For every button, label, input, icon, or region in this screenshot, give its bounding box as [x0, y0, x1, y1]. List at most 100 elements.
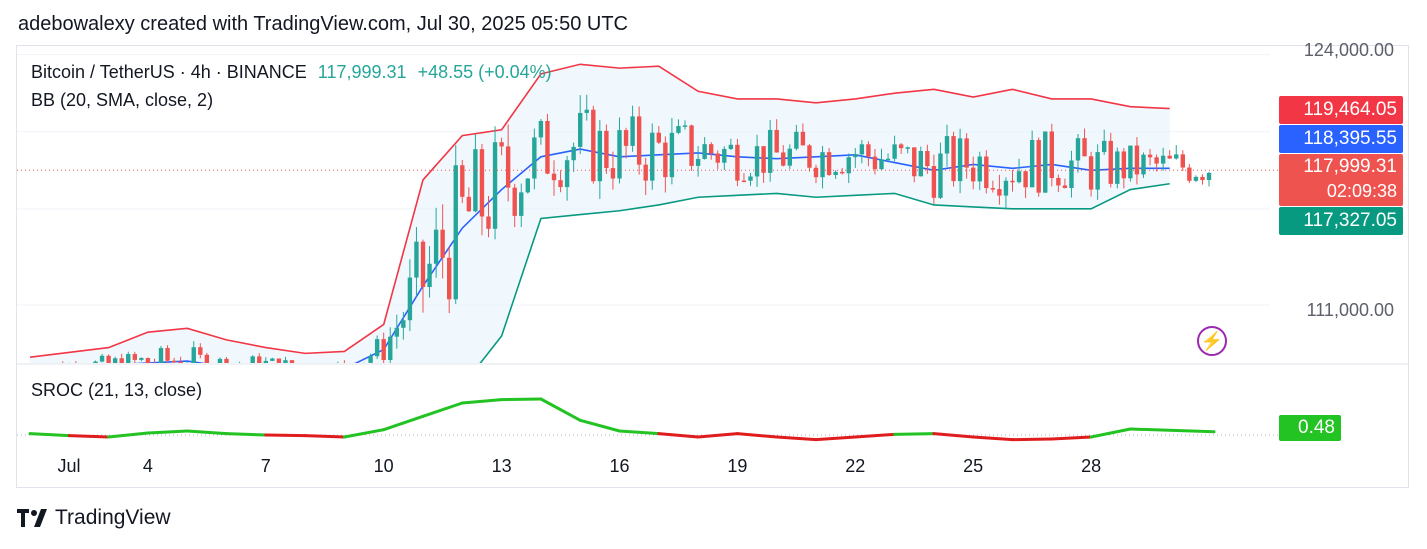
candle-body — [748, 176, 753, 181]
candle-body — [964, 138, 969, 168]
candle-body — [650, 132, 655, 181]
x-tick-label: 13 — [491, 456, 512, 476]
candle-body — [106, 355, 111, 363]
candle-body — [132, 354, 137, 360]
sroc-segment — [971, 435, 1014, 442]
price-badge-value: 117,999.31 — [1303, 156, 1397, 177]
sroc-segment — [382, 414, 425, 432]
symbol-legend[interactable]: Bitcoin / TetherUS · 4h · BINANCE 117,99… — [31, 62, 552, 83]
candle-body — [368, 356, 373, 363]
candle-body — [545, 120, 550, 174]
candle-body — [663, 142, 668, 178]
candle-body — [833, 171, 838, 175]
sroc-segment — [28, 432, 71, 438]
candle-body — [794, 131, 799, 149]
price-axis-top-label: 124,000.00 — [1303, 40, 1394, 60]
candle-body — [185, 366, 189, 368]
candle-body — [198, 347, 203, 355]
candle-body — [47, 367, 51, 371]
candle-body — [1180, 154, 1185, 168]
sroc-segment — [421, 401, 464, 418]
candle-body — [1128, 145, 1133, 179]
candle-body — [401, 320, 406, 328]
candle-body — [519, 192, 524, 216]
x-tick-label: 16 — [609, 456, 630, 476]
candle-body — [813, 167, 819, 178]
candle-body — [460, 165, 465, 197]
candle-body — [610, 168, 616, 179]
sroc-segment — [500, 397, 543, 402]
candle-body — [643, 164, 648, 181]
tradingview-brand[interactable]: TradingView — [17, 506, 171, 530]
chart-frame[interactable] — [16, 45, 1409, 488]
candle-body — [1010, 180, 1015, 183]
candle-body — [74, 364, 78, 371]
candle-body — [918, 150, 923, 177]
lightning-icon[interactable]: ⚡ — [1197, 326, 1227, 356]
candle-body — [1121, 151, 1127, 179]
candle-body — [538, 120, 544, 138]
candle-body — [479, 149, 485, 217]
candle-body — [191, 347, 196, 363]
candle-body — [250, 356, 255, 363]
candle-body — [977, 156, 982, 182]
candle-body — [735, 144, 740, 181]
candle-body — [551, 173, 557, 181]
candle-body — [872, 156, 878, 170]
candle-body — [1200, 176, 1205, 181]
x-tick-label: Jul — [57, 456, 81, 476]
x-tick-label: 19 — [727, 456, 748, 476]
candle-body — [898, 144, 904, 149]
candle-body — [440, 229, 445, 258]
candle-body — [1102, 140, 1107, 153]
candle-body — [145, 358, 151, 363]
sroc-legend[interactable]: SROC (21, 13, close) — [31, 380, 203, 400]
candle-body — [578, 112, 583, 147]
candle-body — [774, 129, 779, 153]
candle-body — [99, 355, 105, 362]
candle-body — [853, 154, 858, 158]
x-tick-label: 25 — [963, 456, 984, 476]
candle-body — [453, 165, 458, 300]
bb-upper-badge: 119,464.05 — [1279, 96, 1403, 124]
candle-body — [1174, 154, 1179, 159]
candle-body — [630, 116, 635, 146]
sroc-segment — [618, 429, 661, 436]
sroc-segment — [853, 432, 897, 439]
candle-body — [971, 167, 976, 182]
sroc-segment — [893, 432, 936, 436]
candle-body — [636, 116, 642, 165]
candle-body — [984, 156, 989, 189]
sroc-segment — [578, 418, 621, 433]
candle-body — [800, 131, 806, 146]
tradingview-logo-icon — [17, 509, 47, 527]
sroc-segment — [932, 432, 975, 439]
candle-body — [781, 152, 786, 166]
candle-body — [591, 109, 596, 182]
candle-body — [80, 371, 84, 373]
candle-body — [296, 367, 300, 369]
candle-body — [420, 241, 426, 288]
sroc-segment — [539, 397, 582, 422]
sroc-segment — [107, 431, 150, 439]
candle-body — [263, 360, 268, 363]
candle-body — [866, 144, 871, 157]
candle-body — [87, 370, 91, 372]
bb-legend[interactable]: BB (20, SMA, close, 2) — [31, 90, 214, 110]
candle-body — [1147, 154, 1153, 158]
x-tick-label: 4 — [142, 456, 153, 476]
candle-body — [1108, 140, 1113, 184]
candle-body — [1167, 155, 1172, 159]
candle-body — [119, 358, 124, 363]
candle-body — [885, 158, 891, 161]
candle-body — [1016, 171, 1022, 183]
candle-body — [1082, 138, 1087, 157]
candle-body — [257, 356, 262, 363]
bb-basis-badge: 118,395.55 — [1279, 125, 1403, 153]
candle-body — [997, 189, 1002, 196]
candle-body — [28, 366, 32, 368]
candle-body — [623, 130, 629, 146]
symbol-title: Bitcoin / TetherUS · 4h · BINANCE — [31, 62, 307, 82]
candle-body — [846, 157, 851, 174]
